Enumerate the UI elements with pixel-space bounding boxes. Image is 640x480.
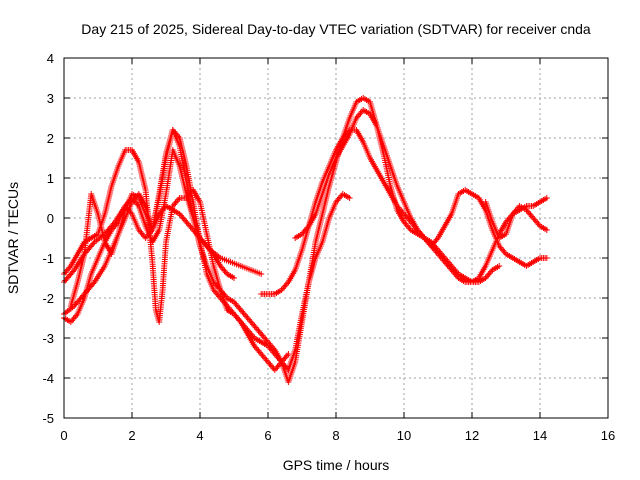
series-line xyxy=(63,129,350,371)
y-tick-label: -2 xyxy=(42,291,54,306)
x-tick-label: 0 xyxy=(60,428,67,443)
tick-marks xyxy=(63,57,609,419)
chart-title: Day 215 of 2025, Sidereal Day-to-day VTE… xyxy=(81,21,591,37)
series-satellite-e xyxy=(67,191,237,309)
series-markers xyxy=(61,127,353,373)
x-tick-labels: 0 2 4 6 8 10 12 14 16 xyxy=(60,428,615,443)
x-tick-label: 12 xyxy=(465,428,479,443)
series-markers xyxy=(482,199,550,241)
y-tick-label: -1 xyxy=(42,251,54,266)
series-markers xyxy=(292,107,550,269)
x-tick-label: 2 xyxy=(128,428,135,443)
y-tick-label: 3 xyxy=(47,91,54,106)
x-tick-label: 10 xyxy=(397,428,411,443)
y-tick-label: -5 xyxy=(42,411,54,426)
x-tick-label: 4 xyxy=(196,428,203,443)
y-tick-label: 2 xyxy=(47,131,54,146)
x-tick-label: 6 xyxy=(264,428,271,443)
series-markers xyxy=(67,191,237,309)
y-axis-label: SDTVAR / TECUs xyxy=(5,182,21,294)
y-tick-label: -4 xyxy=(42,371,54,386)
y-tick-label: -3 xyxy=(42,331,54,346)
series-line xyxy=(294,109,547,267)
x-tick-label: 16 xyxy=(601,428,615,443)
series-satellite-h xyxy=(482,199,550,241)
x-axis-label: GPS time / hours xyxy=(283,457,390,473)
y-tick-label: 0 xyxy=(47,211,54,226)
x-tick-label: 8 xyxy=(332,428,339,443)
y-tick-label: 1 xyxy=(47,171,54,186)
series-satellite-g xyxy=(292,107,550,269)
x-tick-label: 14 xyxy=(533,428,547,443)
y-tick-label: 4 xyxy=(47,51,54,66)
y-tick-labels: -5 -4 -3 -2 -1 0 1 2 3 4 xyxy=(42,51,54,426)
series-line xyxy=(261,129,500,295)
series-satellite-c xyxy=(61,127,353,373)
